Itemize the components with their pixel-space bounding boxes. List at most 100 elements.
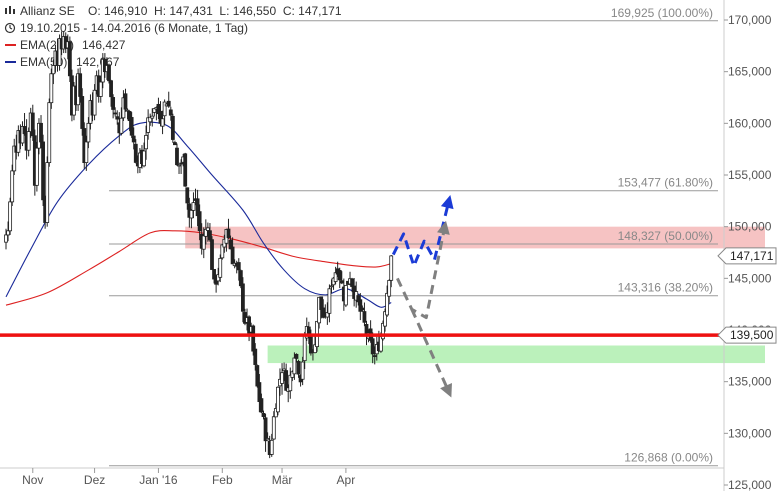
x-tick-label: Mär bbox=[272, 473, 293, 487]
candle-body bbox=[329, 285, 334, 288]
candle-body bbox=[385, 292, 390, 316]
candle-body bbox=[220, 244, 225, 259]
candle-body bbox=[150, 115, 155, 119]
candle-body bbox=[6, 230, 10, 236]
resistance-zone bbox=[185, 226, 766, 249]
x-tick-label: Dez bbox=[84, 473, 105, 487]
candle-body bbox=[218, 258, 223, 278]
candle-body bbox=[111, 97, 116, 110]
date-range: 19.10.2015 - 14.04.2016 (6 Monate, 1 Tag… bbox=[20, 21, 248, 35]
candle-body bbox=[123, 93, 128, 110]
candle-body bbox=[131, 135, 136, 143]
candle-body bbox=[4, 234, 8, 243]
candle-body bbox=[84, 141, 89, 164]
candle-body bbox=[282, 368, 287, 372]
y-tick-label: 135,000 bbox=[728, 375, 772, 389]
candle-body bbox=[271, 416, 276, 440]
fibonacci-layer: 169,925 (100.00%) 153,477 (61.80%) 148,327… bbox=[109, 6, 718, 467]
zones-layer bbox=[185, 226, 766, 364]
bearish-breakdown-arrow bbox=[410, 308, 451, 393]
candle-body bbox=[20, 126, 25, 144]
candle-body bbox=[308, 333, 313, 354]
candle-body bbox=[129, 117, 134, 136]
candle-body bbox=[210, 239, 214, 270]
bullish-scenario-arrow bbox=[391, 200, 451, 268]
candle-body bbox=[288, 374, 293, 392]
y-tick-label: 130,000 bbox=[728, 426, 772, 440]
candle-body bbox=[127, 110, 132, 122]
candle-body bbox=[228, 239, 233, 250]
candle-body bbox=[67, 41, 72, 77]
y-tick-label: 150,000 bbox=[728, 220, 772, 234]
candle-body bbox=[265, 438, 270, 441]
candle-body bbox=[125, 109, 130, 112]
candle-body bbox=[189, 209, 194, 219]
bearish-rebound-arrow-head bbox=[437, 220, 450, 235]
candle-body bbox=[197, 211, 202, 232]
candle-body bbox=[133, 143, 138, 163]
candle-body bbox=[162, 101, 167, 117]
candle-body bbox=[356, 295, 361, 303]
candles-icon bbox=[5, 6, 15, 14]
candle-body bbox=[179, 162, 184, 165]
candle-body bbox=[247, 316, 251, 334]
candle-body bbox=[212, 268, 216, 280]
candle-body bbox=[360, 307, 365, 311]
candle-body bbox=[236, 262, 241, 271]
clock-icon bbox=[4, 22, 16, 34]
candle-body bbox=[300, 361, 305, 380]
candle-body bbox=[313, 344, 317, 354]
candle-body bbox=[80, 96, 85, 129]
candle-body bbox=[317, 296, 322, 324]
fib-level-label: 169,925 (100.00%) bbox=[611, 6, 713, 20]
candle-body bbox=[51, 65, 56, 75]
y-tick-label: 165,000 bbox=[728, 65, 772, 79]
candle-body bbox=[216, 274, 221, 282]
candle-body bbox=[276, 386, 280, 413]
candle-body bbox=[280, 372, 284, 384]
candle-body bbox=[292, 357, 297, 375]
candle-body bbox=[343, 285, 348, 306]
y-tick-label: 155,000 bbox=[728, 168, 772, 182]
candle-body bbox=[201, 235, 206, 250]
candle-body bbox=[45, 162, 50, 223]
y-tick-label: 125,000 bbox=[728, 478, 772, 491]
y-tick-label: 160,000 bbox=[728, 116, 772, 130]
candle-body bbox=[156, 103, 161, 115]
candle-body bbox=[302, 335, 307, 362]
candle-body bbox=[152, 108, 157, 113]
candle-body bbox=[319, 296, 324, 310]
candle-body bbox=[296, 361, 301, 375]
candle-body bbox=[306, 326, 311, 335]
candle-body bbox=[191, 202, 196, 211]
candle-body bbox=[389, 255, 394, 281]
candle-body bbox=[284, 370, 289, 391]
candle-body bbox=[22, 126, 27, 135]
candle-body bbox=[183, 153, 188, 187]
candle-body bbox=[78, 73, 83, 97]
candle-body bbox=[325, 312, 330, 318]
candle-body bbox=[362, 311, 367, 323]
candle-body bbox=[381, 322, 385, 340]
candle-body bbox=[372, 355, 377, 358]
candle-body bbox=[146, 117, 151, 133]
x-tick-label: Feb bbox=[212, 473, 233, 487]
candle-body bbox=[119, 117, 124, 134]
bearish-breakdown-arrow-head bbox=[440, 382, 452, 398]
price-badges-layer: 147,171 139,500 bbox=[717, 247, 777, 344]
candle-body bbox=[142, 150, 146, 167]
candle-body bbox=[321, 307, 326, 318]
fib-level-label: 148,327 (50.00%) bbox=[618, 229, 713, 243]
candle-body bbox=[175, 147, 179, 166]
candle-body bbox=[47, 102, 52, 163]
candle-body bbox=[257, 382, 262, 402]
candle-body bbox=[259, 398, 264, 413]
candle-body bbox=[370, 338, 375, 355]
x-tick-label: Nov bbox=[22, 473, 43, 487]
candle-body bbox=[115, 116, 120, 120]
candle-body bbox=[253, 348, 258, 365]
bearish-rebound-arrow bbox=[396, 226, 447, 320]
candle-body bbox=[57, 38, 62, 66]
candle-body bbox=[177, 164, 181, 167]
